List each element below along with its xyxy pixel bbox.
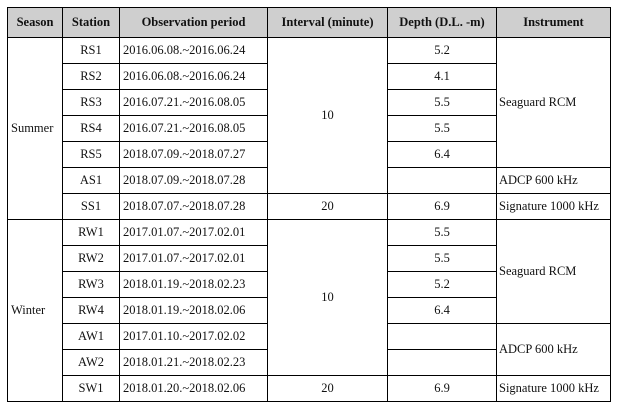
station-cell: SS1 — [62, 193, 120, 220]
station-cell: RW4 — [62, 297, 120, 324]
table-row: RS4 2016.07.21.~2016.08.05 5.5 — [8, 115, 611, 142]
table-row: AW1 2017.01.10.~2017.02.02 ADCP 600 kHz — [8, 323, 611, 376]
depth-cell: 6.9 — [387, 375, 497, 402]
depth-cell: 5.2 — [387, 37, 497, 64]
instrument-seaguard-summer: Seaguard RCM — [496, 37, 611, 168]
interval-summer-20: 20 — [267, 193, 388, 220]
interval-winter-20: 20 — [267, 375, 388, 402]
depth-cell — [387, 167, 497, 194]
depth-cell: 6.4 — [387, 297, 497, 324]
observation-table: Season Station Observation period Interv… — [7, 7, 611, 402]
table-row: RS2 2016.06.08.~2016.06.24 4.1 — [8, 63, 611, 90]
period-cell: 2016.07.21.~2016.08.05 — [119, 89, 268, 116]
station-cell: RW2 — [62, 245, 120, 272]
depth-cell: 5.2 — [387, 271, 497, 298]
station-cell: SW1 — [62, 375, 120, 402]
period-cell: 2017.01.07.~2017.02.01 — [119, 245, 268, 272]
station-cell: AW2 — [62, 349, 120, 376]
header-row: Season Station Observation period Interv… — [7, 7, 611, 38]
station-cell: AS1 — [62, 167, 120, 194]
station-cell: RS4 — [62, 115, 120, 142]
period-cell: 2018.07.09.~2018.07.27 — [119, 141, 268, 168]
depth-cell: 5.5 — [387, 89, 497, 116]
header-instrument: Instrument — [496, 7, 611, 38]
table-row: RW4 2018.01.19.~2018.02.06 6.4 — [8, 297, 611, 324]
period-cell: 2016.06.08.~2016.06.24 — [119, 63, 268, 90]
season-winter: Winter — [7, 219, 63, 402]
table-row: SW1 2018.01.20.~2018.02.06 20 6.9 Signat… — [8, 375, 611, 402]
instrument-signature-summer: Signature 1000 kHz — [496, 193, 611, 220]
period-cell: 2018.01.20.~2018.02.06 — [119, 375, 268, 402]
station-cell: AW1 — [62, 323, 120, 350]
instrument-signature-winter: Signature 1000 kHz — [496, 375, 611, 402]
depth-cell: 6.9 — [387, 193, 497, 220]
depth-cell: 5.5 — [387, 245, 497, 272]
header-season: Season — [7, 7, 63, 38]
instrument-adcp-winter: ADCP 600 kHz — [496, 323, 611, 376]
header-interval: Interval (minute) — [267, 7, 388, 38]
instrument-seaguard-winter: Seaguard RCM — [496, 219, 611, 324]
header-depth: Depth (D.L. -m) — [387, 7, 497, 38]
header-station: Station — [62, 7, 120, 38]
table-row: RW2 2017.01.07.~2017.02.01 5.5 — [8, 245, 611, 272]
station-cell: RS1 — [62, 37, 120, 64]
depth-cell: 5.5 — [387, 115, 497, 142]
period-cell: 2018.01.21.~2018.02.23 — [119, 349, 268, 376]
period-cell: 2018.01.19.~2018.02.06 — [119, 297, 268, 324]
header-observation-period: Observation period — [119, 7, 268, 38]
period-cell: 2018.07.07.~2018.07.28 — [119, 193, 268, 220]
table-row: Summer RS1 2016.06.08.~2016.06.24 10 5.2… — [7, 37, 611, 220]
period-cell: 2016.06.08.~2016.06.24 — [119, 37, 268, 64]
table-row: RS5 2018.07.09.~2018.07.27 6.4 — [8, 141, 611, 168]
station-cell: RW1 — [62, 219, 120, 246]
table-row: Winter RW1 2017.01.07.~2017.02.01 10 5.5… — [7, 219, 611, 402]
depth-cell — [387, 349, 497, 376]
period-cell: 2016.07.21.~2016.08.05 — [119, 115, 268, 142]
depth-cell — [387, 323, 497, 350]
table-row: AS1 2018.07.09.~2018.07.28 ADCP 600 kHz — [8, 167, 611, 194]
period-cell: 2018.01.19.~2018.02.23 — [119, 271, 268, 298]
depth-cell: 5.5 — [387, 219, 497, 246]
period-cell: 2017.01.10.~2017.02.02 — [119, 323, 268, 350]
depth-cell: 6.4 — [387, 141, 497, 168]
station-cell: RW3 — [62, 271, 120, 298]
interval-summer-10: 10 — [267, 37, 388, 194]
interval-winter-10: 10 — [267, 219, 388, 376]
depth-cell: 4.1 — [387, 63, 497, 90]
period-cell: 2018.07.09.~2018.07.28 — [119, 167, 268, 194]
station-cell: RS3 — [62, 89, 120, 116]
station-cell: RS2 — [62, 63, 120, 90]
table-row: RS3 2016.07.21.~2016.08.05 5.5 — [8, 89, 611, 116]
instrument-adcp-summer: ADCP 600 kHz — [496, 167, 611, 194]
season-summer: Summer — [7, 37, 63, 220]
station-cell: RS5 — [62, 141, 120, 168]
table-row: SS1 2018.07.07.~2018.07.28 20 6.9 Signat… — [8, 193, 611, 220]
period-cell: 2017.01.07.~2017.02.01 — [119, 219, 268, 246]
